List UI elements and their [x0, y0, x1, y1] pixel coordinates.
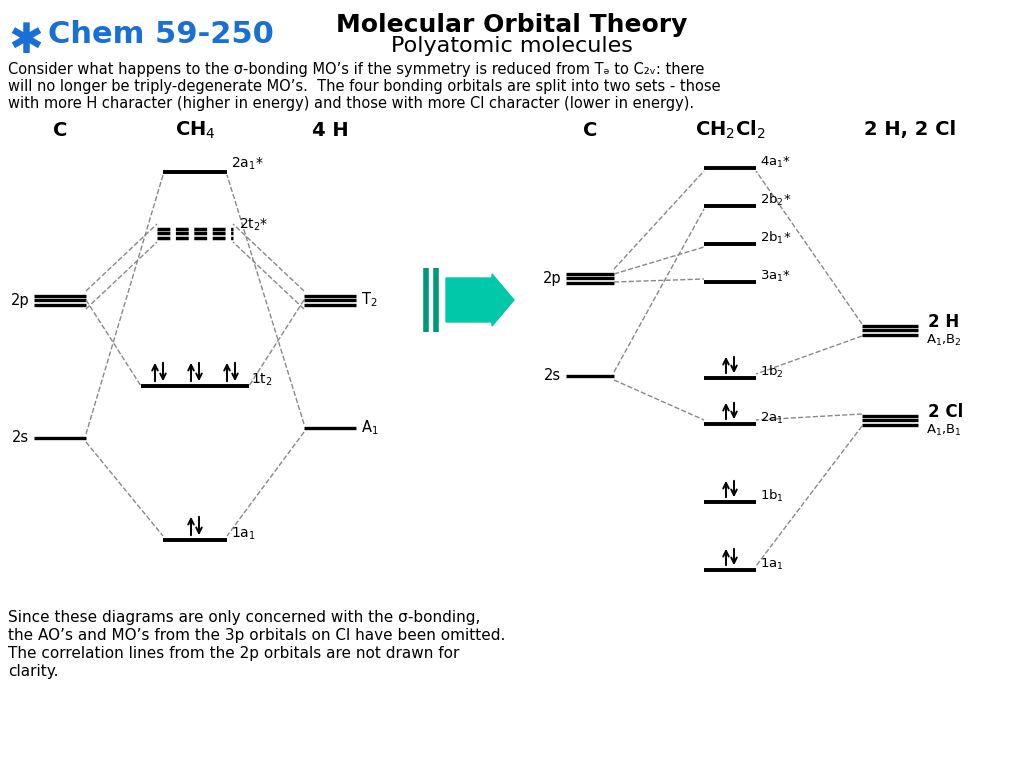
- Text: 2b$_1$*: 2b$_1$*: [760, 230, 792, 246]
- Text: 2 H, 2 Cl: 2 H, 2 Cl: [864, 121, 956, 140]
- Text: 2 H: 2 H: [928, 313, 959, 331]
- Text: 2t$_2$*: 2t$_2$*: [239, 217, 268, 233]
- Text: The correlation lines from the 2p orbitals are not drawn for: The correlation lines from the 2p orbita…: [8, 646, 460, 661]
- Text: CH$_2$Cl$_2$: CH$_2$Cl$_2$: [694, 119, 765, 141]
- Text: 2a$_1$: 2a$_1$: [760, 410, 783, 425]
- FancyArrow shape: [446, 274, 514, 326]
- Text: will no longer be triply-degenerate MO’s.  The four bonding orbitals are split i: will no longer be triply-degenerate MO’s…: [8, 79, 721, 94]
- Text: 1t$_2$: 1t$_2$: [251, 372, 272, 388]
- Text: 2p: 2p: [543, 270, 561, 286]
- Text: Polyatomic molecules: Polyatomic molecules: [391, 36, 633, 56]
- Text: 1a$_1$: 1a$_1$: [231, 526, 256, 542]
- Text: T$_2$: T$_2$: [361, 290, 378, 310]
- Text: A$_1$,B$_1$: A$_1$,B$_1$: [926, 422, 962, 438]
- Text: Molecular Orbital Theory: Molecular Orbital Theory: [336, 13, 688, 37]
- Text: 1a$_1$: 1a$_1$: [760, 557, 783, 571]
- Text: C: C: [53, 121, 68, 140]
- Text: CH$_4$: CH$_4$: [175, 119, 215, 141]
- Text: Since these diagrams are only concerned with the σ-bonding,: Since these diagrams are only concerned …: [8, 610, 480, 625]
- Text: 2p: 2p: [10, 293, 29, 307]
- Text: ✱: ✱: [8, 20, 43, 62]
- Text: 1b$_1$: 1b$_1$: [760, 488, 784, 504]
- Text: with more H character (higher in energy) and those with more Cl character (lower: with more H character (higher in energy)…: [8, 96, 694, 111]
- Text: 2s: 2s: [12, 431, 29, 445]
- Text: Chem 59-250: Chem 59-250: [48, 20, 273, 49]
- Text: the AO’s and MO’s from the 3p orbitals on Cl have been omitted.: the AO’s and MO’s from the 3p orbitals o…: [8, 628, 506, 643]
- Text: 4 H: 4 H: [311, 121, 348, 140]
- Text: 4a$_1$*: 4a$_1$*: [760, 154, 792, 170]
- Text: 1b$_2$: 1b$_2$: [760, 364, 783, 380]
- Text: 3a$_1$*: 3a$_1$*: [760, 269, 792, 283]
- Text: 2s: 2s: [544, 369, 561, 383]
- Text: A$_1$: A$_1$: [361, 419, 379, 437]
- Text: A$_1$,B$_2$: A$_1$,B$_2$: [926, 333, 962, 348]
- Text: Consider what happens to the σ-bonding MO’s if the symmetry is reduced from Tₔ t: Consider what happens to the σ-bonding M…: [8, 62, 705, 77]
- Text: C: C: [583, 121, 597, 140]
- Text: 2b$_2$*: 2b$_2$*: [760, 192, 792, 208]
- Text: 2 Cl: 2 Cl: [928, 403, 964, 421]
- Text: 2a$_1$*: 2a$_1$*: [231, 156, 263, 172]
- Text: clarity.: clarity.: [8, 664, 58, 679]
